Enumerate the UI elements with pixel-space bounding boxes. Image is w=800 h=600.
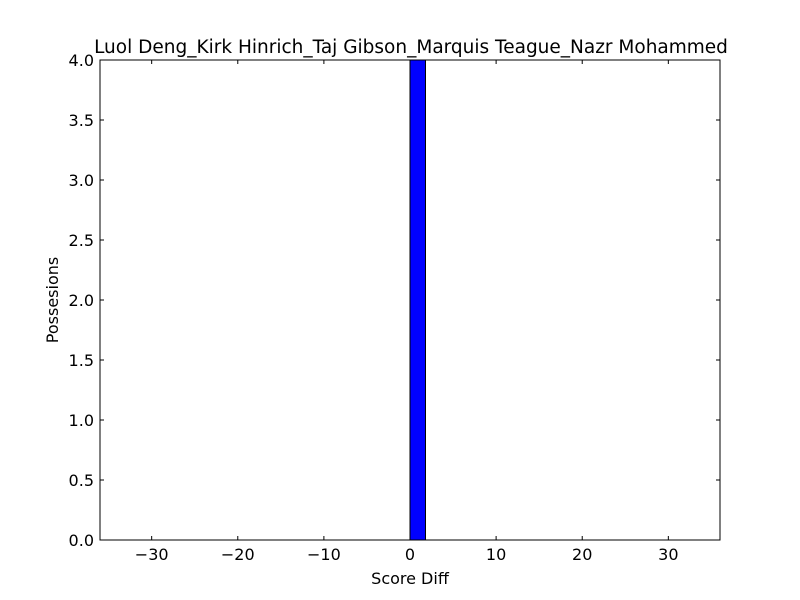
x-tick-label: 10 <box>486 545 506 564</box>
x-tick-label: −10 <box>307 545 341 564</box>
bars <box>409 59 426 541</box>
y-tick-label: 1.0 <box>69 411 94 430</box>
x-tick-label: 20 <box>572 545 592 564</box>
y-tick-label: 2.0 <box>69 291 94 310</box>
y-tick-label: 4.0 <box>69 51 94 70</box>
x-axis-label: Score Diff <box>371 569 450 588</box>
x-tick-label: −20 <box>221 545 255 564</box>
y-axis-label: Possesions <box>43 257 62 343</box>
y-tick-label: 0.0 <box>69 531 94 550</box>
plot-frame <box>99 59 721 541</box>
x-tick-label: 30 <box>658 545 678 564</box>
x-tick-label: −30 <box>135 545 169 564</box>
x-tick-label: 0 <box>405 545 415 564</box>
chart-title: Luol Deng_Kirk Hinrich_Taj Gibson_Marqui… <box>94 37 728 58</box>
x-axis-ticks: −30 −20 −10 0 10 20 30 <box>135 60 679 564</box>
y-tick-label: 2.5 <box>69 231 94 250</box>
y-tick-label: 3.0 <box>69 171 94 190</box>
y-tick-label: 0.5 <box>69 471 94 490</box>
y-tick-label: 3.5 <box>69 111 94 130</box>
y-tick-label: 1.5 <box>69 351 94 370</box>
bar-0 <box>409 59 426 541</box>
y-axis-ticks: 0.0 0.5 1.0 1.5 2.0 2.5 3.0 3.5 4.0 <box>69 51 720 550</box>
